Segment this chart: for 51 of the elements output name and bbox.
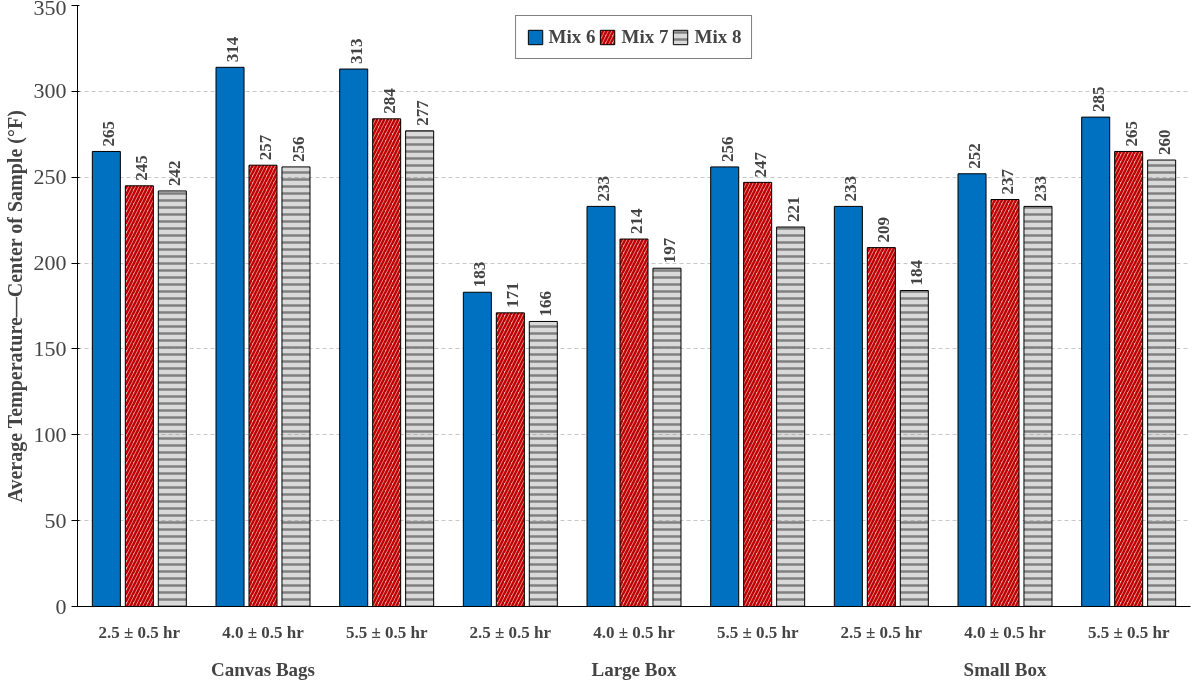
y-tick-label: 150	[33, 335, 67, 361]
data-label: 166	[536, 290, 556, 317]
x-tick-label: 2.5 ± 0.5 hr	[469, 622, 552, 642]
legend-label: Mix 8	[694, 26, 742, 48]
y-tick-label: 200	[33, 250, 67, 276]
data-label: 183	[470, 261, 490, 288]
data-label: 284	[379, 87, 399, 114]
data-label: 242	[165, 160, 185, 186]
y-tick-label: 350	[33, 0, 67, 20]
y-tick-label: 100	[33, 421, 67, 447]
data-label: 214	[627, 208, 646, 235]
data-label: 257	[256, 134, 275, 161]
y-tick-label: 250	[33, 164, 67, 190]
data-label: 256	[288, 136, 308, 162]
data-label: 233	[1030, 175, 1050, 202]
data-label: 313	[346, 38, 366, 65]
data-label: 184	[907, 259, 927, 286]
data-label: 260	[1154, 129, 1174, 156]
y-tick-label: 50	[44, 507, 67, 533]
data-label: 285	[1088, 86, 1108, 113]
data-label: 233	[841, 175, 861, 202]
x-tick-label: 5.5 ± 0.5 hr	[716, 622, 799, 642]
x-tick-label: 5.5 ± 0.5 hr	[1087, 622, 1170, 642]
x-tick-label: 5.5 ± 0.5 hr	[345, 622, 428, 642]
data-label: 314	[223, 36, 243, 63]
y-axis-title: Average Temperature—Center of Sample (°F)	[3, 110, 27, 503]
data-label: 265	[99, 120, 119, 147]
data-label: 245	[132, 155, 152, 181]
data-label: 237	[998, 168, 1017, 195]
data-label: 209	[874, 217, 894, 243]
y-tick-label: 0	[55, 593, 67, 619]
x-tick-label: 2.5 ± 0.5 hr	[98, 622, 181, 642]
text: Small Box	[963, 658, 1047, 680]
data-label: 233	[594, 175, 614, 202]
data-label: 171	[503, 282, 523, 308]
data-label: 197	[659, 237, 679, 264]
data-label: 265	[1121, 120, 1141, 147]
text: Large Box	[591, 658, 677, 680]
x-tick-label: 4.0 ± 0.5 hr	[964, 622, 1047, 642]
data-label: 221	[783, 196, 803, 223]
legend-label: Mix 7	[621, 26, 669, 48]
x-tick-label: 4.0 ± 0.5 hr	[222, 622, 305, 642]
data-label: 256	[717, 136, 737, 162]
data-label: 252	[965, 143, 985, 169]
data-label: 247	[750, 151, 770, 178]
x-tick-label: 4.0 ± 0.5 hr	[593, 622, 676, 642]
text: Canvas Bags	[211, 658, 315, 680]
x-tick-label: 2.5 ± 0.5 hr	[840, 622, 923, 642]
y-tick-label: 300	[33, 78, 67, 104]
data-label: 277	[412, 99, 432, 126]
legend-label: Mix 6	[548, 26, 596, 48]
